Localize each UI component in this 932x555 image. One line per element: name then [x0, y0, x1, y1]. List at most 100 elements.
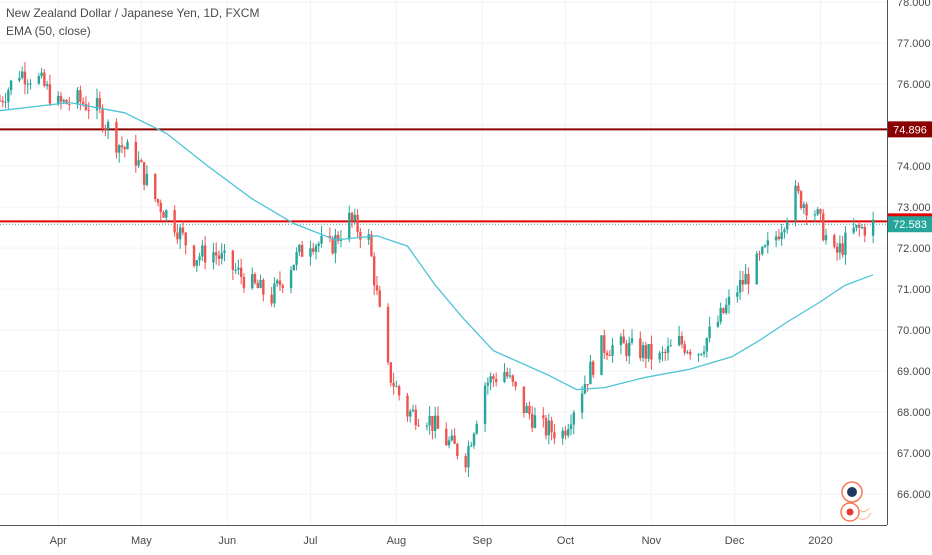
y-tick-label: 71.000	[897, 284, 931, 296]
y-tick-label: 74.000	[897, 161, 931, 173]
candle-body	[708, 326, 711, 339]
candle-body	[298, 244, 301, 253]
candle-body	[336, 234, 340, 241]
candle-body	[115, 122, 118, 153]
candle-body	[833, 235, 836, 247]
candle-body	[528, 405, 531, 415]
candle-body	[755, 253, 758, 285]
candle-body	[292, 264, 296, 271]
candle-body	[76, 90, 79, 105]
candle-body	[722, 308, 725, 313]
y-tick-label: 67.000	[897, 448, 931, 460]
y-tick-label: 77.000	[897, 38, 931, 50]
candle-body	[489, 376, 492, 383]
x-tick-label: Oct	[557, 535, 574, 547]
candle-body	[641, 345, 645, 359]
candle-body	[20, 71, 24, 78]
candle-body	[317, 243, 320, 246]
price-axis[interactable]: 66.000 67.000 68.000 69.000 70.000 71.000 72.0…	[887, 0, 931, 525]
candle-body	[797, 185, 800, 192]
candle-body	[813, 214, 817, 216]
chart-title: New Zealand Dollar / Japanese Yen, 1D, F…	[6, 6, 260, 20]
candle-body	[242, 276, 246, 289]
candle-body	[353, 214, 356, 221]
candle-body	[203, 245, 207, 263]
horizontal-lines[interactable]	[0, 128, 887, 225]
candle-body	[433, 415, 437, 431]
candle-body	[173, 210, 176, 233]
candle-body	[389, 362, 393, 383]
level-tag-label: 74.896	[893, 124, 927, 136]
candle-body	[259, 279, 262, 288]
candle-body	[234, 269, 237, 271]
candle-body	[270, 294, 273, 304]
candle-body	[725, 304, 728, 313]
candle-body	[251, 273, 254, 289]
candle-body	[486, 382, 490, 386]
candle-body	[425, 425, 429, 427]
candle-body	[630, 338, 634, 343]
candle-body	[841, 243, 844, 255]
candle-body	[716, 321, 720, 327]
candle-body	[858, 224, 861, 228]
candle-body	[397, 386, 401, 396]
candle-body	[192, 245, 196, 266]
candle-body	[253, 273, 257, 283]
candle-body	[777, 236, 781, 240]
candle-body	[625, 343, 628, 357]
candle-body	[334, 234, 337, 254]
candle-body	[40, 72, 43, 77]
candle-body	[550, 420, 553, 433]
candle-body	[503, 372, 506, 382]
candle-body	[561, 430, 564, 439]
candle-body	[531, 414, 534, 428]
time-axis[interactable]: Apr May Jun Jul Aug Sep Oct Nov Dec 2020	[0, 525, 887, 548]
x-tick-label: Sep	[473, 535, 493, 547]
candle-body	[639, 338, 642, 359]
candle-body	[137, 160, 140, 166]
candle-body	[320, 235, 323, 244]
candle-body	[450, 435, 454, 441]
candle-body	[375, 285, 379, 291]
candle-body	[611, 345, 614, 356]
candle-body	[688, 351, 692, 355]
candle-body	[392, 382, 395, 387]
candle-body	[447, 440, 451, 446]
candle-body	[522, 386, 526, 413]
candle-body	[774, 236, 778, 241]
candle-body	[567, 429, 570, 436]
candle-body	[328, 235, 332, 239]
x-tick-label: Nov	[642, 535, 662, 547]
candle-body	[838, 243, 842, 253]
candle-body	[1, 100, 4, 103]
candle-body	[780, 232, 783, 240]
candle-body	[786, 220, 789, 230]
candle-body	[278, 280, 282, 286]
y-tick-label: 73.000	[897, 202, 931, 214]
candle-body	[863, 227, 867, 236]
candle-body	[702, 351, 706, 354]
candle-body	[37, 76, 41, 84]
candle-body	[619, 336, 623, 346]
indicator-label: EMA (50, close)	[6, 24, 91, 38]
candle-body	[569, 424, 573, 430]
candle-body	[165, 210, 168, 218]
candle-body	[542, 415, 545, 419]
candle-body	[331, 238, 334, 254]
x-tick-label: Aug	[387, 535, 407, 547]
candle-body	[18, 77, 21, 81]
candle-body	[295, 252, 298, 265]
candle-body	[580, 393, 584, 413]
candle-body	[464, 456, 467, 468]
candle-body	[647, 344, 650, 359]
candle-body	[106, 122, 110, 130]
candle-body	[700, 353, 703, 355]
candle-body	[65, 99, 68, 104]
candle-body	[445, 428, 448, 446]
candle-body	[628, 342, 631, 357]
candle-body	[195, 260, 199, 266]
candle-body	[799, 191, 803, 209]
